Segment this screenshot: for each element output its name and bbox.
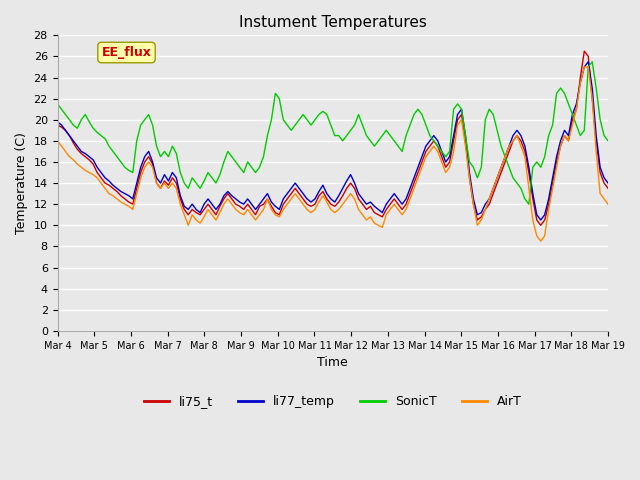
AirT: [74, 161, 81, 167]
SonicT: [588, 59, 596, 65]
Line: SonicT: SonicT: [58, 62, 608, 204]
li75_t: [153, 180, 161, 186]
li77_temp: [74, 143, 81, 149]
li77_temp: [604, 180, 612, 186]
li75_t: [54, 122, 61, 128]
li75_t: [580, 48, 588, 54]
Line: AirT: AirT: [58, 67, 608, 241]
li75_t: [604, 185, 612, 191]
SonicT: [85, 119, 93, 125]
li75_t: [284, 196, 291, 202]
li75_t: [109, 185, 117, 191]
Y-axis label: Temperature (C): Temperature (C): [15, 132, 28, 234]
SonicT: [74, 125, 81, 131]
Text: EE_flux: EE_flux: [102, 46, 152, 59]
AirT: [327, 206, 335, 212]
li77_temp: [85, 154, 93, 159]
SonicT: [327, 122, 335, 128]
li77_temp: [109, 182, 117, 188]
Line: li77_temp: li77_temp: [58, 62, 608, 220]
X-axis label: Time: Time: [317, 356, 348, 369]
SonicT: [153, 143, 161, 149]
li77_temp: [153, 175, 161, 180]
Title: Instument Temperatures: Instument Temperatures: [239, 15, 427, 30]
AirT: [54, 138, 61, 144]
li77_temp: [584, 59, 592, 65]
SonicT: [109, 148, 117, 154]
AirT: [85, 169, 93, 175]
SonicT: [525, 201, 532, 207]
li77_temp: [284, 191, 291, 196]
AirT: [537, 238, 545, 244]
SonicT: [284, 122, 291, 128]
Legend: li75_t, li77_temp, SonicT, AirT: li75_t, li77_temp, SonicT, AirT: [139, 390, 527, 413]
SonicT: [604, 138, 612, 144]
AirT: [284, 201, 291, 207]
AirT: [580, 64, 588, 70]
li75_t: [85, 157, 93, 163]
AirT: [153, 180, 161, 186]
SonicT: [54, 101, 61, 107]
li77_temp: [54, 119, 61, 125]
li77_temp: [327, 196, 335, 202]
AirT: [109, 193, 117, 199]
li75_t: [537, 222, 545, 228]
li75_t: [74, 146, 81, 152]
AirT: [604, 201, 612, 207]
Line: li75_t: li75_t: [58, 51, 608, 225]
li77_temp: [537, 217, 545, 223]
li75_t: [327, 201, 335, 207]
